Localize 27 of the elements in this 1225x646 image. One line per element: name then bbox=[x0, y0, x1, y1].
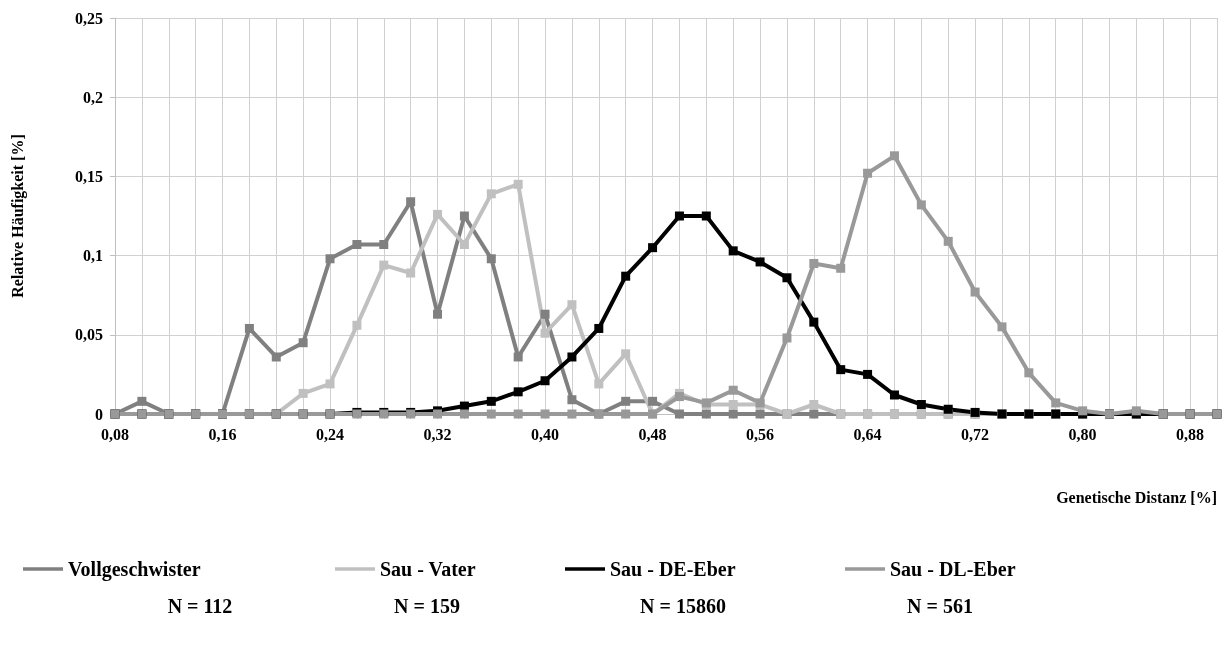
y-tick-label: 0,05 bbox=[75, 326, 103, 344]
x-tick-label: 0,64 bbox=[853, 425, 882, 443]
y-tick-label: 0,15 bbox=[75, 167, 103, 185]
text: N = 159 bbox=[394, 595, 460, 617]
x-tick-label: 0,88 bbox=[1176, 425, 1205, 443]
y-tick-label: 0,2 bbox=[83, 88, 103, 106]
x-tick-label: 0,24 bbox=[316, 425, 345, 443]
legend-label: Sau - Vater bbox=[380, 558, 476, 580]
x-tick-label: 0,16 bbox=[208, 425, 237, 443]
legend-label: Vollgeschwister bbox=[68, 558, 201, 581]
x-tick-label: 0,08 bbox=[101, 425, 129, 443]
text: N = 112 bbox=[167, 595, 233, 617]
y-axis-title: Relative Häufigkeit [%] bbox=[8, 134, 27, 298]
x-tick-label: 0,40 bbox=[531, 425, 560, 443]
x-axis-title: Genetische Distanz [%] bbox=[1056, 488, 1217, 506]
legend-label: Sau - DL-Eber bbox=[890, 558, 1016, 580]
y-tick-label: 0,25 bbox=[75, 9, 103, 27]
x-tick-label: 0,48 bbox=[638, 425, 667, 443]
legend-label: Sau - DE-Eber bbox=[610, 558, 736, 580]
x-tick-label: 0,56 bbox=[746, 425, 775, 443]
text: N = 561 bbox=[907, 595, 973, 617]
x-tick-label: 0,32 bbox=[423, 425, 452, 443]
text: N = 15860 bbox=[640, 595, 726, 617]
y-tick-label: 0,1 bbox=[83, 247, 103, 265]
y-tick-label: 0 bbox=[95, 405, 103, 423]
x-tick-label: 0,80 bbox=[1068, 425, 1097, 443]
x-tick-label: 0,72 bbox=[961, 425, 990, 443]
